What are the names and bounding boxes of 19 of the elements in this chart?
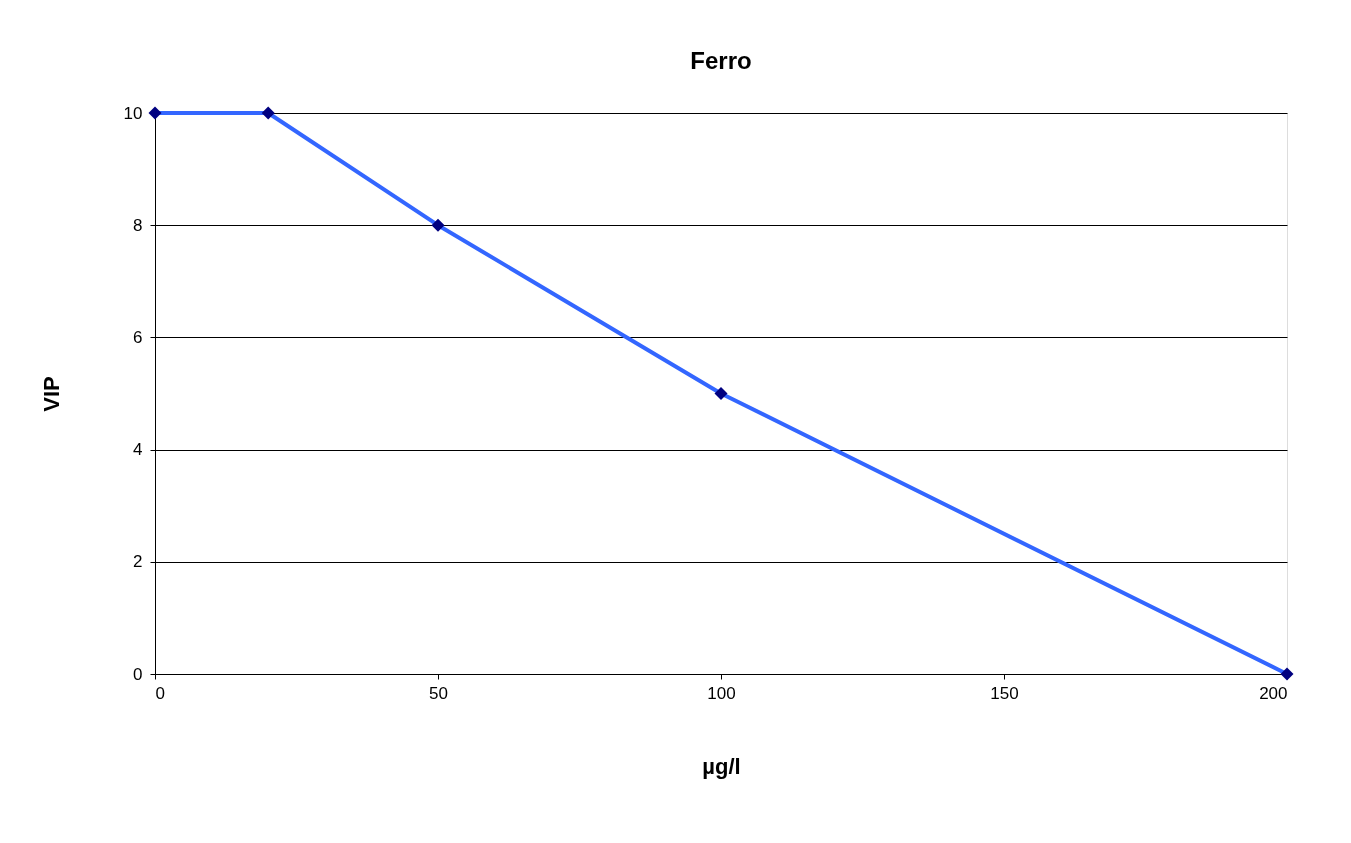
point <box>261 106 275 120</box>
y-axis-title: VIP <box>38 376 64 412</box>
x-tick-label: 150 <box>990 683 1019 703</box>
x-tick-label: 200 <box>1259 683 1288 703</box>
point <box>148 106 162 120</box>
y-tick-label: 2 <box>133 552 143 572</box>
x-tick-label: 50 <box>429 683 448 703</box>
y-tick-label: 0 <box>133 664 143 684</box>
x-axis-title: µg/l <box>702 753 741 779</box>
point <box>714 386 728 401</box>
y-tick-label: 8 <box>133 215 143 235</box>
y-tick-label: 4 <box>133 440 143 460</box>
x-tick-label: 100 <box>707 683 736 703</box>
point <box>1280 667 1294 681</box>
x-tick-label: 0 <box>155 683 165 703</box>
y-tick-label: 10 <box>123 103 143 123</box>
y-tick-label: 6 <box>133 327 143 347</box>
chart-title: Ferro <box>690 47 752 74</box>
point <box>431 218 445 232</box>
